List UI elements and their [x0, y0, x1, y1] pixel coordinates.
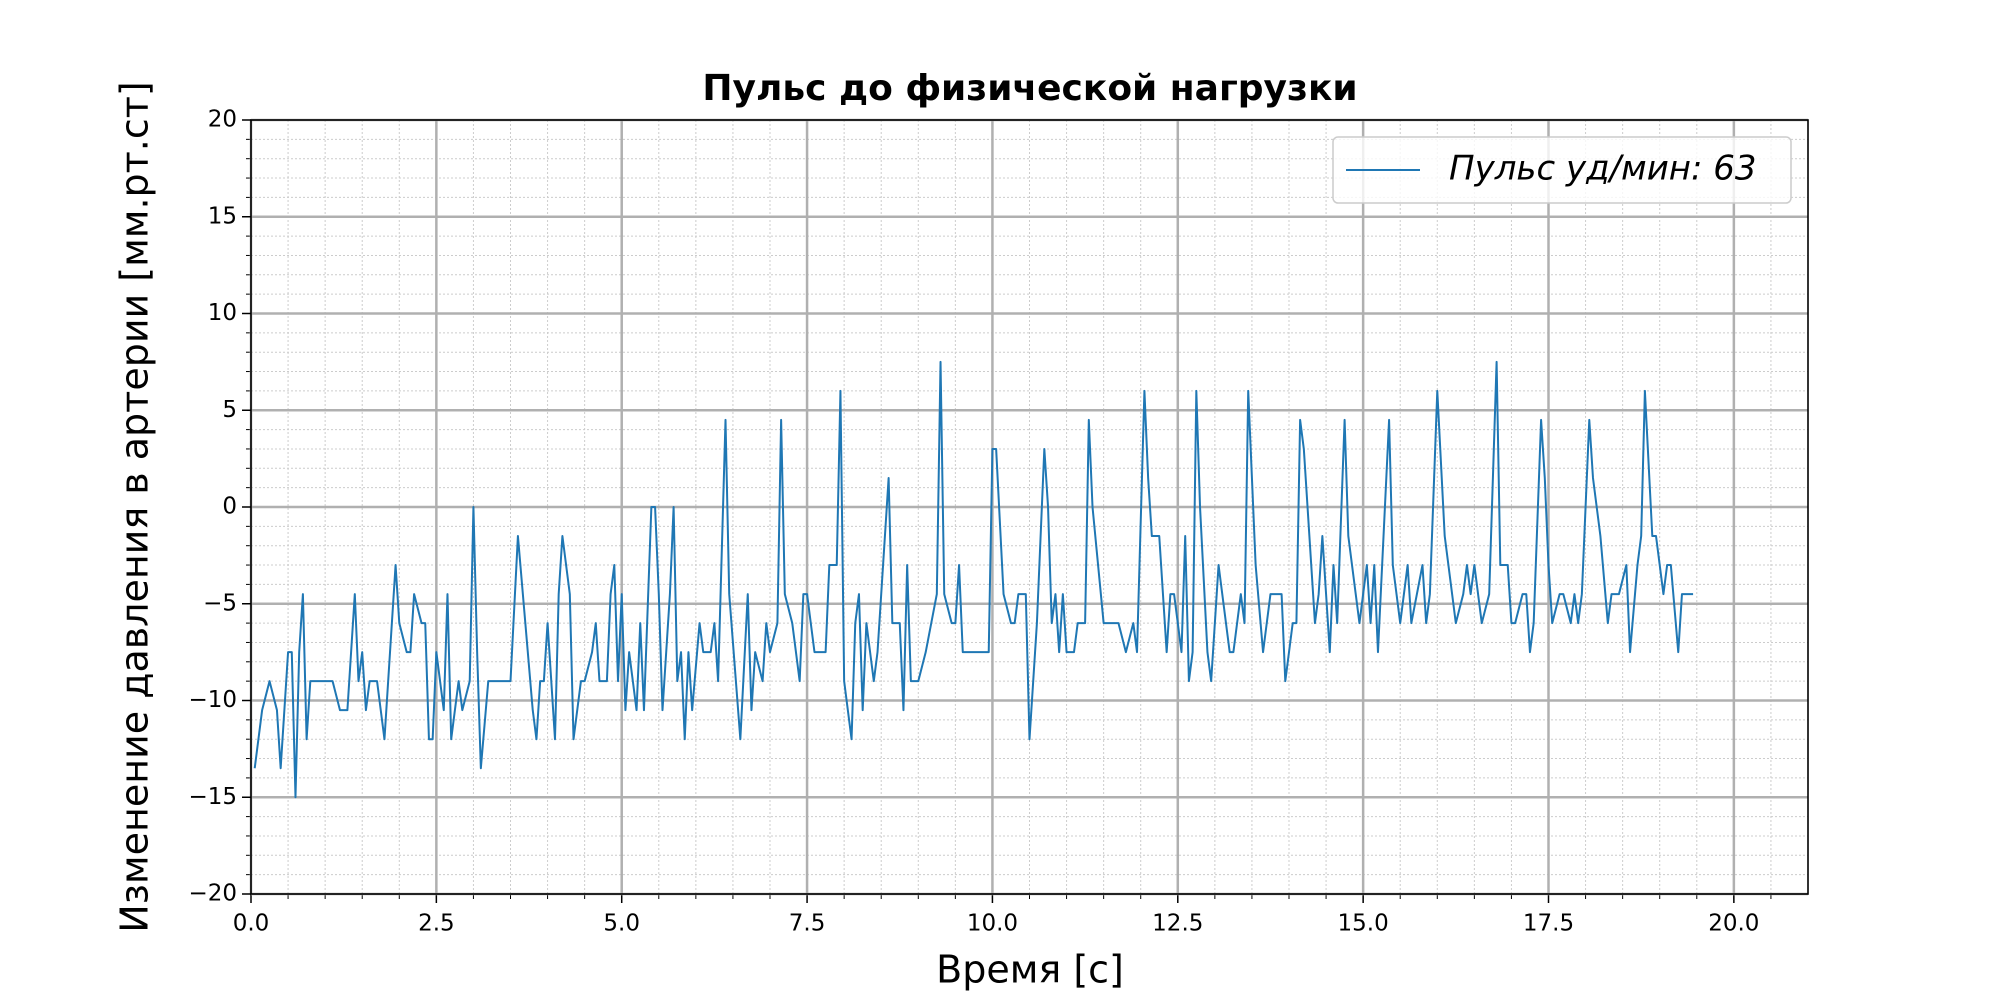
axes-frame	[250, 119, 1809, 895]
x-tick-label: 20.0	[1708, 911, 1759, 937]
x-tick-label: 10.0	[967, 911, 1018, 937]
y-tick-label: 10	[208, 300, 237, 326]
chart-title: Пульс до физической нагрузки	[702, 68, 1357, 109]
y-tick-label: −10	[188, 687, 237, 713]
x-tick-label: 0.0	[233, 911, 270, 937]
y-tick-label: −20	[188, 881, 237, 907]
y-tick-label: −15	[188, 784, 237, 810]
y-tick-label: 15	[208, 203, 237, 229]
legend-label: Пульс уд/мин: 63	[1449, 149, 1757, 189]
x-tick-label: 2.5	[418, 911, 455, 937]
y-tick-label: 0	[222, 494, 237, 520]
x-tick-label: 17.5	[1523, 911, 1574, 937]
x-tick-label: 5.0	[603, 911, 640, 937]
x-tick-label: 12.5	[1152, 911, 1203, 937]
y-axis-label: Изменение давления в артерии [мм.рт.ст]	[113, 81, 157, 932]
y-tick-label: −5	[203, 590, 237, 616]
data-line	[253, 360, 1694, 799]
legend-box	[1332, 136, 1792, 204]
x-tick-label: 7.5	[789, 911, 826, 937]
x-axis-label: Время [с]	[936, 948, 1124, 992]
x-tick-label: 15.0	[1338, 911, 1389, 937]
y-tick-label: 20	[208, 107, 237, 133]
y-tick-label: 5	[222, 397, 237, 423]
